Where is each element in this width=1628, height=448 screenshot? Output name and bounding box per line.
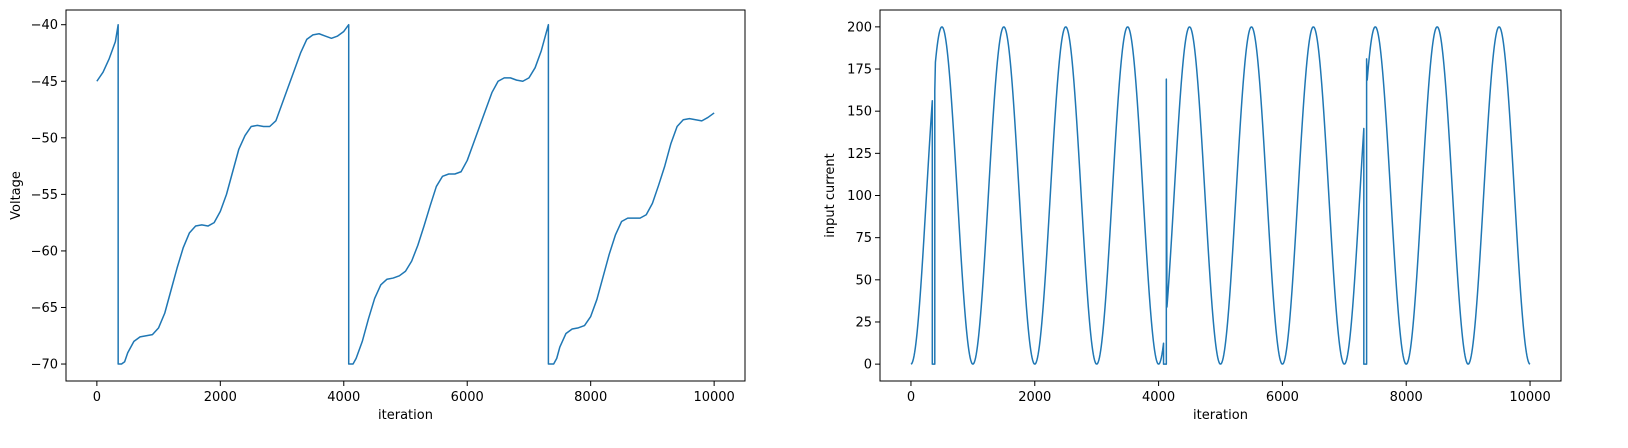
x-tick-label: 10000 <box>693 390 734 405</box>
x-tick-label: 6000 <box>1266 390 1299 405</box>
y-tick-label: 50 <box>855 273 872 288</box>
x-axis-label: iteration <box>378 408 433 423</box>
plot-frame <box>879 9 1562 382</box>
x-tick-label: 2000 <box>204 390 237 405</box>
y-tick-label: 0 <box>864 358 872 373</box>
x-tick-label: 0 <box>907 390 915 405</box>
x-tick-label: 0 <box>93 390 101 405</box>
y-tick-label: −60 <box>31 244 58 259</box>
y-axis-label: Voltage <box>9 171 24 220</box>
series-line <box>910 26 1531 365</box>
y-tick-label: −40 <box>31 18 58 33</box>
x-tick-label: 8000 <box>1390 390 1423 405</box>
y-tick-label: −70 <box>31 358 58 373</box>
y-tick-label: −55 <box>31 188 58 203</box>
series-line <box>96 23 715 365</box>
x-tick-label: 2000 <box>1018 390 1051 405</box>
x-tick-label: 4000 <box>1142 390 1175 405</box>
input-current-chart: 0 2000 4000 6000 8000 10000 0 25 50 75 100 125 150 17… <box>823 9 1562 423</box>
y-tick-label: 25 <box>855 315 872 330</box>
y-tick-label: 200 <box>847 20 872 35</box>
y-tick-label: 100 <box>847 189 872 204</box>
y-tick-label: 150 <box>847 105 872 120</box>
y-tick-label: −65 <box>31 301 58 316</box>
y-tick-label: −45 <box>31 75 58 90</box>
plot-frame <box>65 9 746 382</box>
y-axis-label: input current <box>823 153 838 237</box>
x-tick-label: 8000 <box>574 390 607 405</box>
x-tick-label: 10000 <box>1509 390 1550 405</box>
x-tick-label: 4000 <box>327 390 360 405</box>
voltage-chart: 0 2000 4000 6000 8000 10000 −70 −65 −60 −55 −50 −45… <box>9 9 746 423</box>
x-axis-label: iteration <box>1193 408 1248 423</box>
y-tick-label: 175 <box>847 63 872 78</box>
x-tick-label: 6000 <box>451 390 484 405</box>
y-tick-label: 125 <box>847 147 872 162</box>
y-tick-label: −50 <box>31 131 58 146</box>
y-tick-label: 75 <box>855 231 872 246</box>
